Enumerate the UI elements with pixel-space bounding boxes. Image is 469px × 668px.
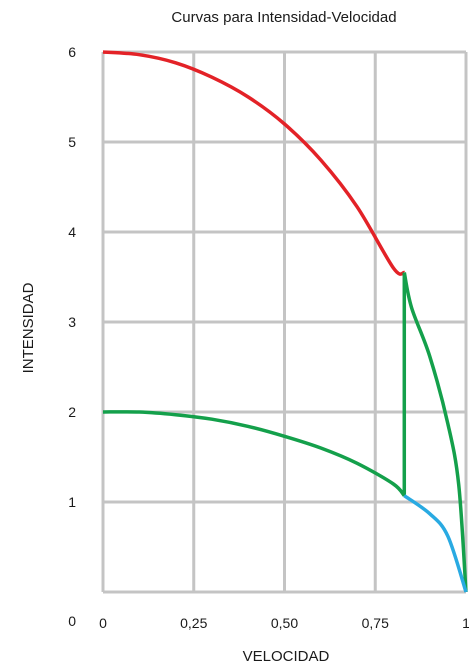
x-tick-label: 0,75	[362, 615, 389, 631]
y-tick-label: 5	[68, 134, 76, 150]
chart-title: Curvas para Intensidad-Velocidad	[171, 9, 396, 26]
x-tick-label: 0,25	[180, 615, 207, 631]
x-tick-labels: 0 0,25 0,50 0,75 1	[99, 615, 469, 631]
x-tick-label: 0,50	[271, 615, 298, 631]
grid	[101, 50, 468, 594]
y-tick-label: 3	[68, 314, 76, 330]
y-tick-label: 1	[68, 494, 76, 510]
y-axis-label: INTENSIDAD	[20, 282, 37, 373]
series-line-1	[402, 272, 468, 593]
x-tick-label: 0	[99, 615, 107, 631]
series-line-0	[102, 50, 405, 276]
y-tick-label: 2	[68, 404, 76, 420]
y-tick-labels: 0 1 2 3 4 5 6	[68, 44, 76, 629]
y-tick-label: 4	[68, 224, 76, 240]
series-line-3	[102, 410, 406, 497]
y-tick-label: 0	[68, 613, 76, 629]
x-tick-label: 1	[462, 615, 469, 631]
series-group	[102, 50, 468, 593]
series-line-4	[403, 494, 468, 593]
y-tick-label: 6	[68, 44, 76, 60]
x-axis-label: VELOCIDAD	[243, 648, 330, 665]
